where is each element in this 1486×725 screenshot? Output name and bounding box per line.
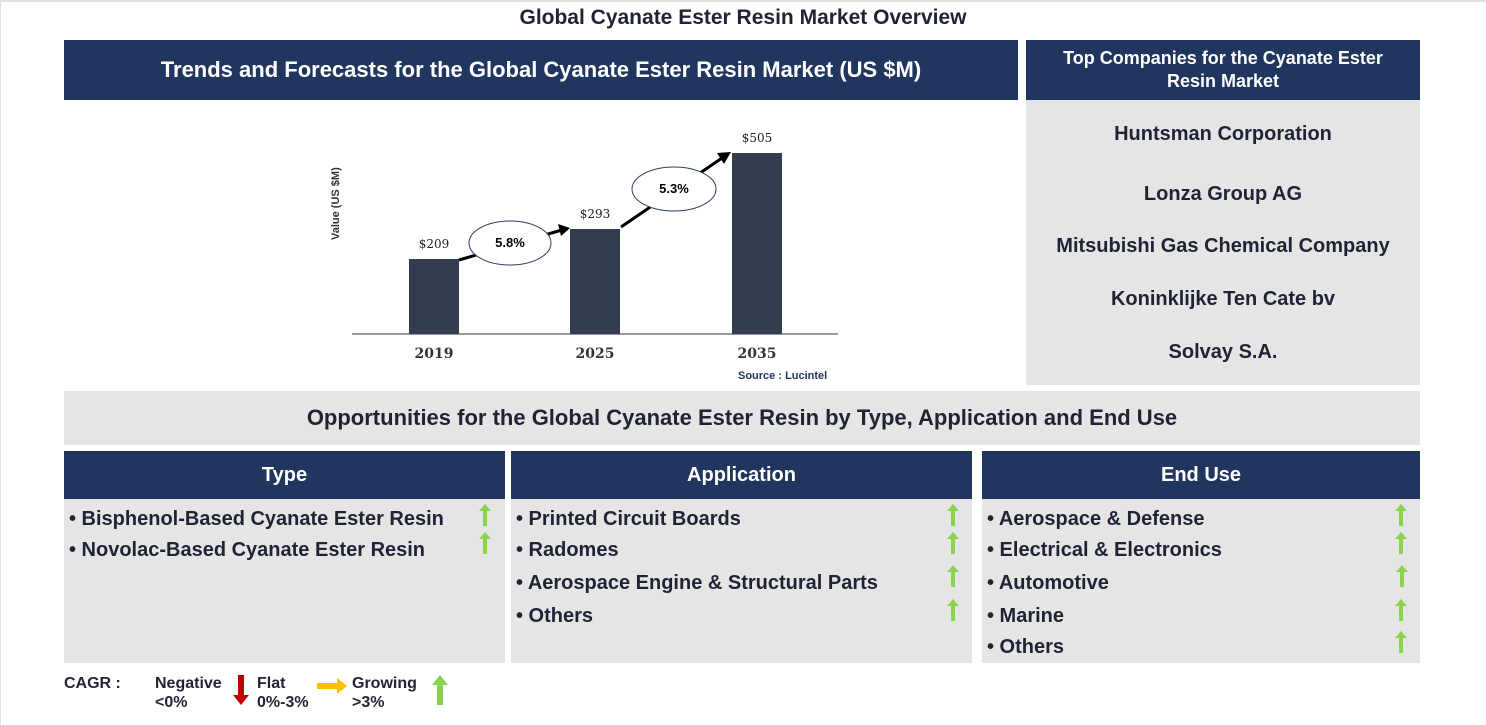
legend-growing: Growing >3% — [352, 674, 417, 712]
bar-chart: Value (US $M) $209 $293 $505 5.8% 5.3% 2… — [0, 100, 1020, 390]
application-item: • Printed Circuit Boards — [516, 508, 741, 530]
legend-growing-range: >3% — [352, 694, 385, 711]
up-arrow-icon — [1396, 565, 1408, 587]
value-label-2025: $293 — [579, 207, 611, 221]
company-item: Huntsman Corporation — [1114, 123, 1332, 145]
application-item: • Others — [516, 605, 594, 627]
up-arrow-icon — [1395, 631, 1407, 653]
cagr-label-2: 5.3% — [659, 181, 689, 196]
x-tick-2019: 2019 — [414, 346, 454, 362]
company-item: Lonza Group AG — [1143, 183, 1303, 205]
end-use-item: • Aerospace & Defense — [987, 508, 1205, 530]
legend-negative-range: <0% — [155, 694, 188, 711]
type-item: • Novolac-Based Cyanate Ester Resin — [69, 539, 426, 561]
legend-flat-range: 0%-3% — [257, 694, 309, 711]
end-use-panel: • Aerospace & Defense • Electrical & Ele… — [982, 499, 1420, 663]
value-label-2035: $505 — [741, 131, 773, 145]
type-panel: • Bisphenol-Based Cyanate Ester Resin • … — [64, 499, 505, 663]
up-arrow-icon — [1395, 504, 1407, 526]
up-arrow-icon — [947, 532, 959, 554]
x-tick-2025: 2025 — [575, 346, 615, 362]
up-arrow-icon — [479, 504, 491, 526]
up-arrow-icon — [947, 599, 959, 621]
company-item: Koninklijke Ten Cate bv — [1110, 288, 1336, 310]
right-arrow-icon — [317, 678, 347, 694]
x-tick-2035: 2035 — [737, 346, 777, 362]
trends-header: Trends and Forecasts for the Global Cyan… — [64, 40, 1018, 100]
down-arrow-icon — [233, 675, 249, 705]
value-label-2019: $209 — [418, 237, 450, 251]
cagr-label: CAGR : — [64, 675, 121, 692]
application-panel: • Printed Circuit Boards • Radomes • Aer… — [511, 499, 972, 663]
legend-flat: Flat 0%-3% — [257, 674, 309, 712]
end-use-item: • Automotive — [987, 572, 1109, 594]
legend-negative: Negative <0% — [155, 674, 222, 712]
bar-2019 — [409, 259, 459, 334]
up-arrow-icon — [1395, 532, 1407, 554]
end-use-header: End Use — [982, 451, 1420, 499]
legend-growing-label: Growing — [352, 675, 417, 692]
end-use-item: • Electrical & Electronics — [987, 539, 1222, 561]
end-use-item: • Marine — [987, 605, 1065, 627]
chart-svg — [352, 152, 838, 335]
up-arrow-icon — [1395, 599, 1407, 621]
bar-2035 — [732, 153, 782, 334]
page-title: Global Cyanate Ester Resin Market Overvi… — [519, 6, 967, 29]
companies-panel: Huntsman Corporation Lonza Group AG Mits… — [1026, 100, 1420, 385]
up-arrow-icon — [947, 565, 959, 587]
end-use-item: • Others — [987, 636, 1065, 658]
bar-2025 — [570, 229, 620, 334]
up-arrow-icon — [479, 532, 491, 554]
company-item: Mitsubishi Gas Chemical Company — [1056, 235, 1390, 257]
legend-flat-label: Flat — [257, 675, 286, 692]
application-item: • Aerospace Engine & Structural Parts — [516, 572, 878, 594]
source-label: Source : Lucintel — [738, 370, 828, 382]
up-arrow-icon — [432, 675, 448, 705]
companies-header: Top Companies for the Cyanate Ester Resi… — [1026, 40, 1420, 100]
opportunities-header: Opportunities for the Global Cyanate Est… — [64, 391, 1420, 445]
application-header: Application — [511, 451, 972, 499]
type-item: • Bisphenol-Based Cyanate Ester Resin — [69, 508, 444, 530]
type-header: Type — [64, 451, 505, 499]
company-item: Solvay S.A. — [1168, 341, 1278, 363]
up-arrow-icon — [947, 504, 959, 526]
application-item: • Radomes — [516, 539, 619, 561]
cagr-label-1: 5.8% — [495, 235, 525, 250]
legend-negative-label: Negative — [155, 675, 222, 692]
